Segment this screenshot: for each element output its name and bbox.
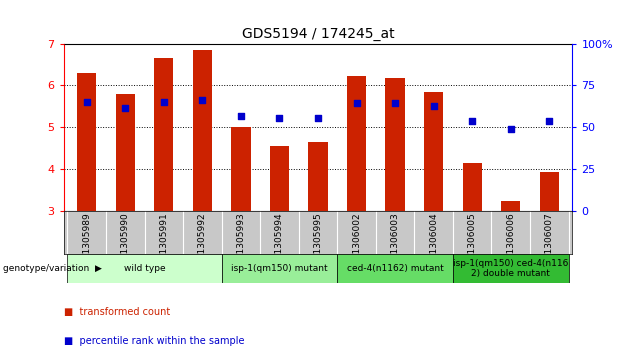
- Point: [159, 99, 169, 105]
- Point: [197, 97, 207, 103]
- Text: GSM1305993: GSM1305993: [237, 213, 245, 273]
- Point: [236, 113, 246, 119]
- Text: ced-4(n1162) mutant: ced-4(n1162) mutant: [347, 264, 443, 273]
- Text: GSM1306006: GSM1306006: [506, 213, 515, 273]
- Text: isp-1(qm150) ced-4(n116
2) double mutant: isp-1(qm150) ced-4(n116 2) double mutant: [453, 259, 569, 278]
- FancyBboxPatch shape: [337, 254, 453, 283]
- Text: GSM1305994: GSM1305994: [275, 213, 284, 273]
- Bar: [116, 94, 135, 211]
- Bar: [462, 163, 482, 211]
- Point: [506, 126, 516, 132]
- Point: [544, 118, 555, 124]
- Bar: [270, 146, 289, 211]
- FancyBboxPatch shape: [67, 254, 221, 283]
- Text: GSM1305995: GSM1305995: [314, 213, 322, 273]
- Point: [429, 103, 439, 109]
- Bar: [385, 78, 404, 211]
- Bar: [193, 50, 212, 211]
- Bar: [539, 172, 559, 211]
- Text: GSM1306004: GSM1306004: [429, 213, 438, 273]
- Point: [120, 105, 130, 111]
- Point: [390, 100, 400, 106]
- Text: GSM1305990: GSM1305990: [121, 213, 130, 273]
- Point: [81, 99, 92, 105]
- Text: ■  transformed count: ■ transformed count: [64, 307, 170, 317]
- Text: genotype/variation  ▶: genotype/variation ▶: [3, 264, 102, 273]
- FancyBboxPatch shape: [221, 254, 337, 283]
- Point: [313, 115, 323, 121]
- Text: GSM1306007: GSM1306007: [545, 213, 554, 273]
- Text: ■  percentile rank within the sample: ■ percentile rank within the sample: [64, 336, 244, 346]
- Bar: [232, 127, 251, 211]
- Text: GSM1306002: GSM1306002: [352, 213, 361, 273]
- Point: [274, 115, 284, 121]
- Point: [467, 118, 477, 124]
- Bar: [501, 201, 520, 211]
- Text: GSM1305991: GSM1305991: [160, 213, 169, 273]
- Bar: [424, 91, 443, 211]
- Text: GSM1305992: GSM1305992: [198, 213, 207, 273]
- Bar: [154, 58, 174, 211]
- Bar: [77, 73, 97, 211]
- Text: GSM1306003: GSM1306003: [391, 213, 399, 273]
- Text: isp-1(qm150) mutant: isp-1(qm150) mutant: [231, 264, 328, 273]
- Title: GDS5194 / 174245_at: GDS5194 / 174245_at: [242, 27, 394, 41]
- FancyBboxPatch shape: [453, 254, 569, 283]
- Text: GSM1305989: GSM1305989: [82, 213, 91, 273]
- Text: wild type: wild type: [124, 264, 165, 273]
- Text: GSM1306005: GSM1306005: [467, 213, 476, 273]
- Bar: [347, 76, 366, 211]
- Bar: [308, 142, 328, 211]
- Point: [352, 100, 362, 106]
